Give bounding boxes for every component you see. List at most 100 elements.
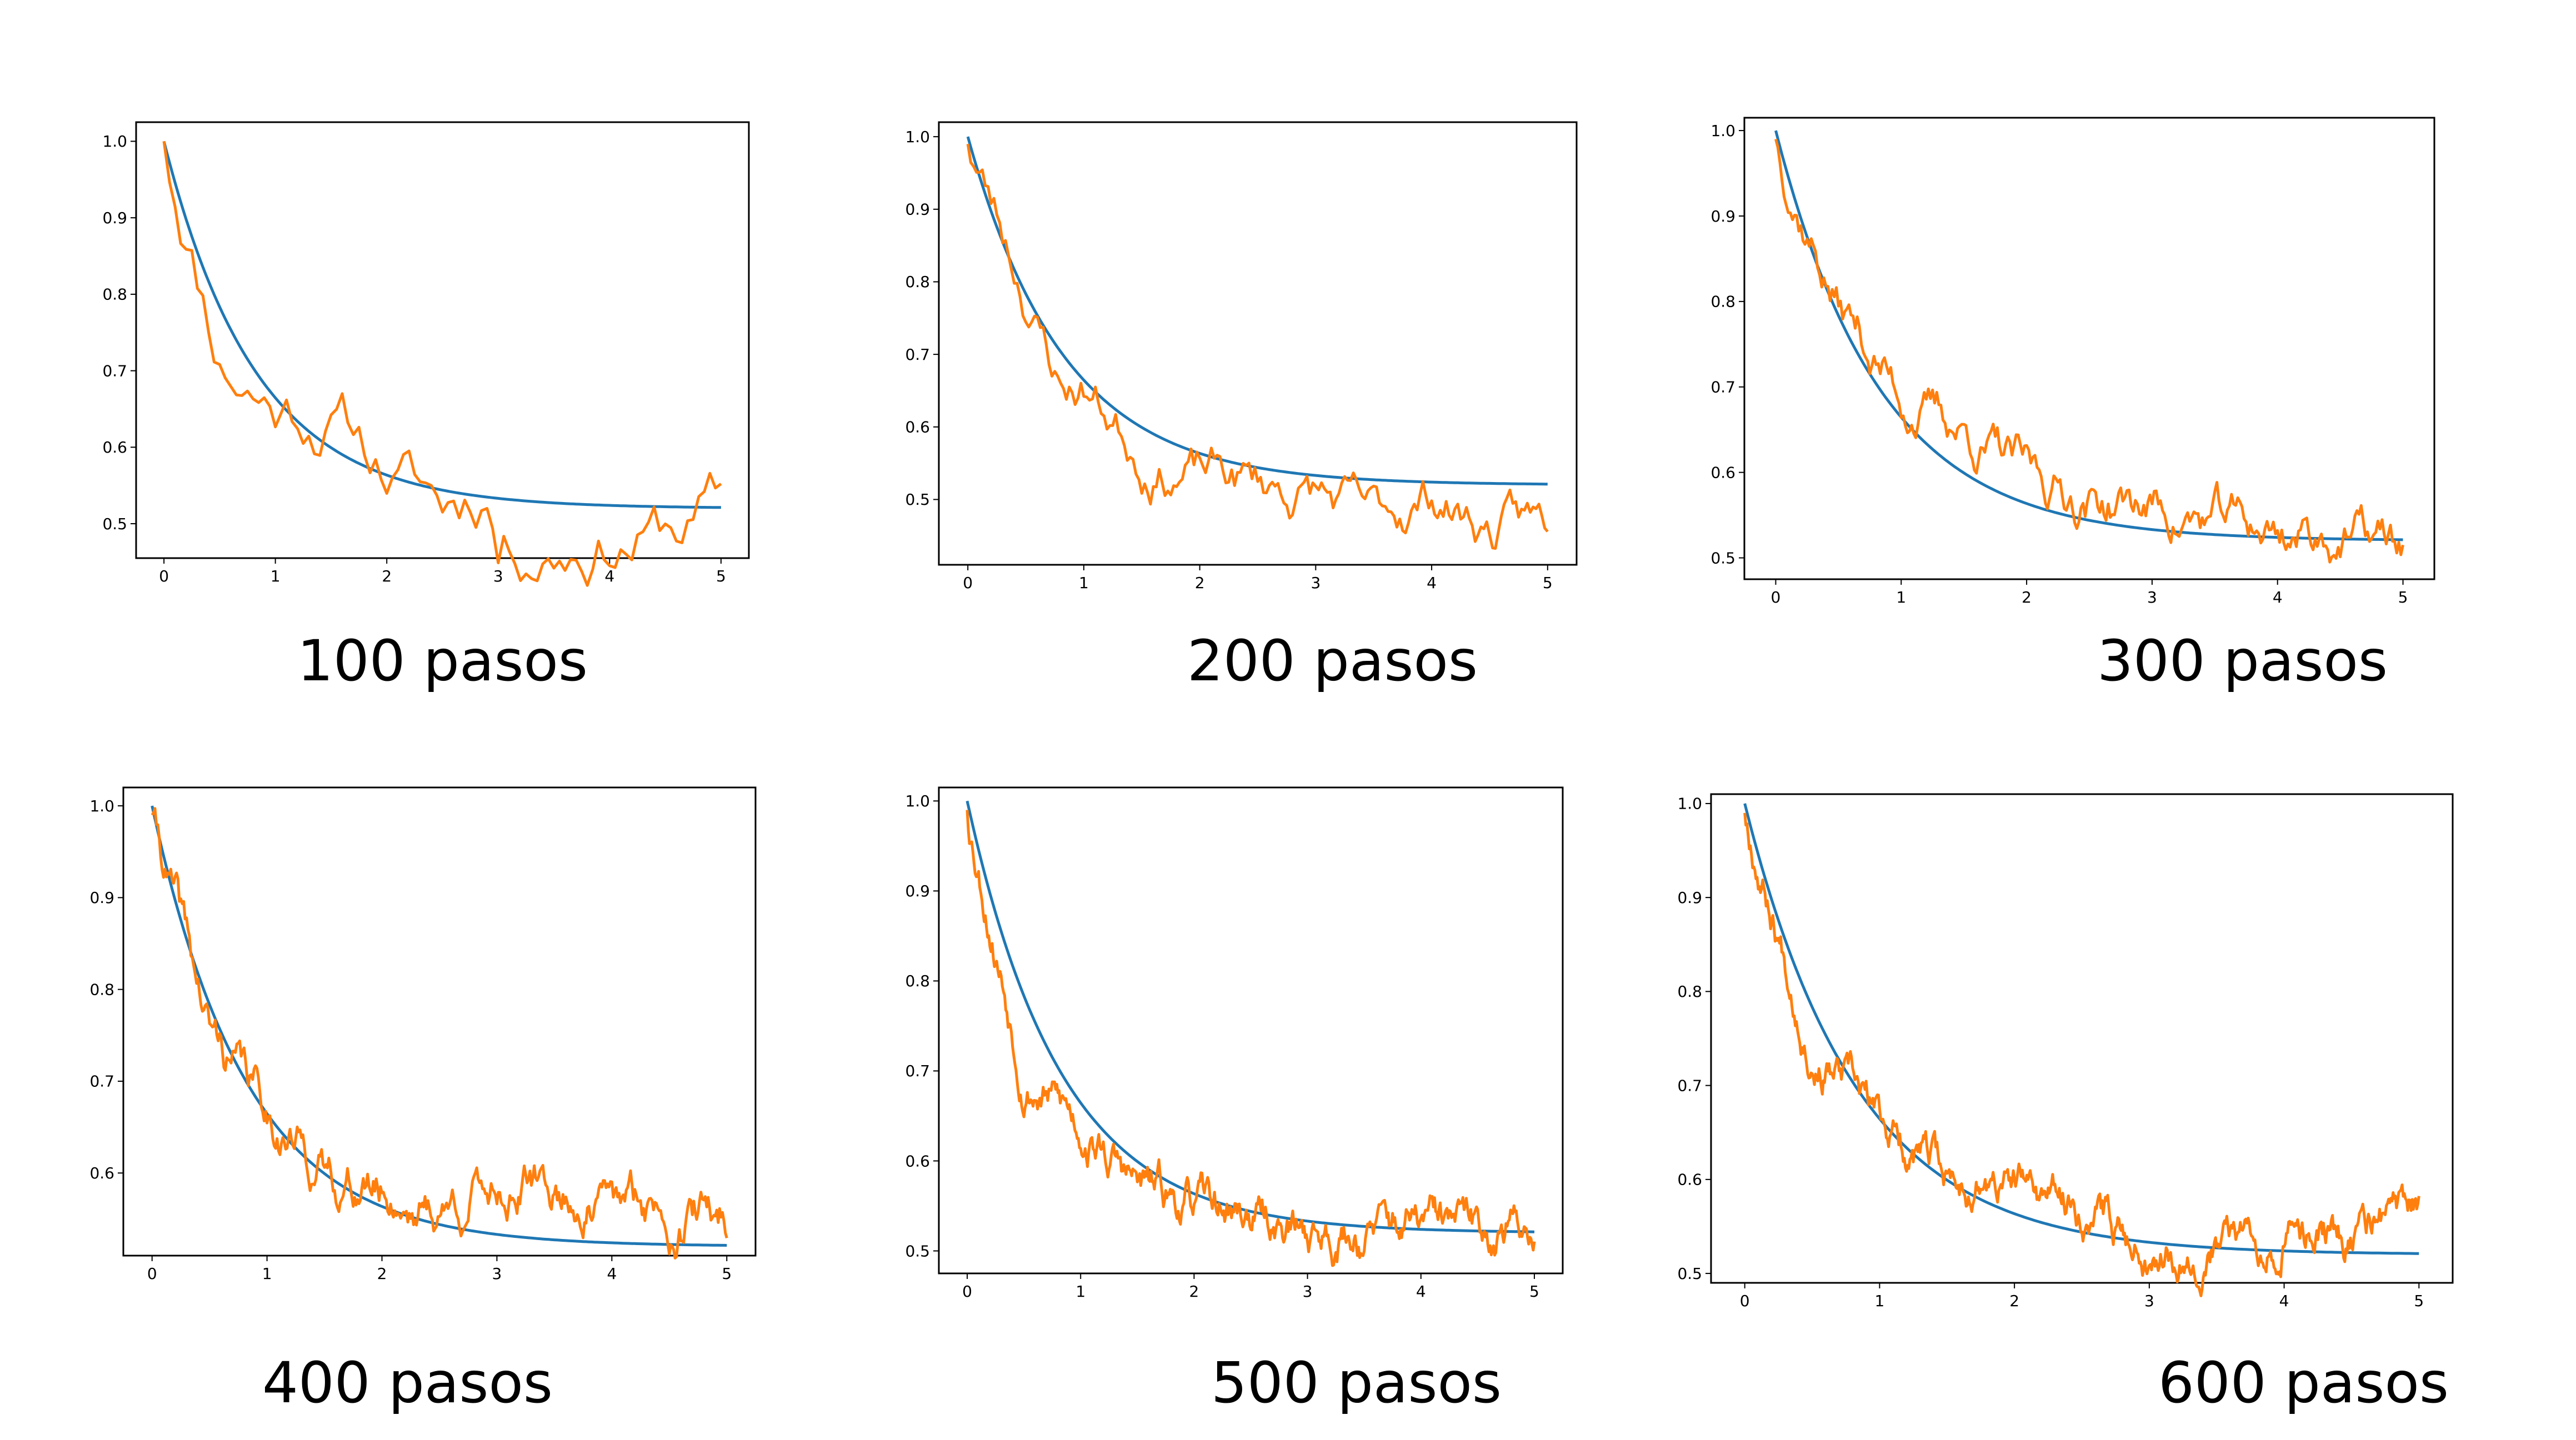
x-tick-label: 1 xyxy=(1874,1292,1884,1310)
model-curve xyxy=(162,141,721,509)
x-tick-label: 2 xyxy=(382,567,392,585)
y-tick-label: 0.9 xyxy=(89,889,114,907)
x-tick-label: 2 xyxy=(377,1265,387,1283)
y-tick-label: 0.8 xyxy=(905,972,930,990)
plot-frame xyxy=(122,786,757,1257)
y-tick-label: 0.5 xyxy=(905,1242,930,1260)
simulation-curve xyxy=(162,141,722,587)
simulation-curve xyxy=(966,810,1536,1267)
y-tick-label: 0.8 xyxy=(1677,982,1702,1001)
plot-frame xyxy=(135,121,750,559)
x-tick-label: 5 xyxy=(722,1265,732,1283)
y-tick-label: 0.9 xyxy=(1710,207,1735,225)
chart-plot: 0 1 2 3 4 5 0.5 0.6 0.7 0.8 0.9 1.0 xyxy=(905,786,1564,1301)
chart-caption: 300 pasos xyxy=(2097,628,2388,694)
chart-caption: 400 pasos xyxy=(262,1350,553,1416)
model-curve xyxy=(1743,803,2419,1255)
x-tick-label: 4 xyxy=(1416,1282,1426,1301)
simulation-curve xyxy=(966,143,1549,550)
y-tick-label: 0.8 xyxy=(905,273,930,291)
x-tick-label: 5 xyxy=(716,567,726,585)
x-tick-label: 4 xyxy=(1427,574,1437,592)
y-tick-label: 1.0 xyxy=(89,797,114,815)
x-tick-label: 2 xyxy=(1195,574,1205,592)
chart-plot: 0 1 2 3 4 5 0.5 0.6 0.7 0.8 0.9 1.0 xyxy=(1677,793,2454,1310)
y-tick-label: 0.8 xyxy=(89,980,114,999)
chart-plot: 0 1 2 3 4 5 0.5 0.6 0.7 0.8 0.9 1.0 xyxy=(102,121,750,587)
x-tick-label: 4 xyxy=(607,1265,617,1283)
y-tick-label: 0.7 xyxy=(1710,378,1735,397)
chart-caption: 600 pasos xyxy=(2158,1350,2449,1416)
model-curve xyxy=(966,136,1548,486)
x-tick-label: 2 xyxy=(2022,588,2032,606)
x-tick-label: 3 xyxy=(2144,1292,2154,1310)
y-tick-label: 1.0 xyxy=(102,132,127,150)
chart-plot: 0 1 2 3 4 5 0.6 0.7 0.8 0.9 1.0 xyxy=(89,786,757,1283)
y-tick-label: 0.5 xyxy=(1710,549,1735,567)
chart-caption: 200 pasos xyxy=(1187,628,1478,694)
model-curve xyxy=(1774,130,2403,541)
y-tick-label: 1.0 xyxy=(1677,795,1702,813)
x-tick-label: 5 xyxy=(2398,588,2408,606)
model-curve xyxy=(966,800,1535,1233)
x-tick-label: 3 xyxy=(493,567,503,585)
x-tick-label: 5 xyxy=(2414,1292,2424,1310)
y-tick-label: 1.0 xyxy=(905,792,930,810)
y-tick-label: 0.5 xyxy=(102,515,127,533)
plot-frame xyxy=(938,786,1564,1275)
y-tick-label: 0.7 xyxy=(905,345,930,364)
y-tick-label: 0.8 xyxy=(1710,293,1735,311)
plot-frame xyxy=(938,121,1578,566)
y-tick-label: 0.9 xyxy=(102,209,127,227)
plot-frame xyxy=(1710,793,2454,1284)
y-tick-label: 0.9 xyxy=(905,200,930,219)
x-tick-label: 3 xyxy=(1303,1282,1313,1301)
x-tick-label: 4 xyxy=(604,567,614,585)
plot-frame xyxy=(1743,117,2435,580)
y-tick-label: 0.7 xyxy=(1677,1076,1702,1095)
x-tick-label: 3 xyxy=(1310,574,1320,592)
x-tick-label: 5 xyxy=(1543,574,1553,592)
x-tick-label: 1 xyxy=(1896,588,1906,606)
x-tick-label: 4 xyxy=(2273,588,2283,606)
y-tick-label: 0.8 xyxy=(102,285,127,304)
simulation-curve xyxy=(151,807,728,1260)
y-tick-label: 0.9 xyxy=(1677,889,1702,907)
x-tick-label: 3 xyxy=(492,1265,502,1283)
x-tick-label: 4 xyxy=(2279,1292,2289,1310)
simulation-curve xyxy=(1774,138,2404,564)
x-tick-label: 2 xyxy=(1189,1282,1199,1301)
x-tick-label: 3 xyxy=(2147,588,2157,606)
y-tick-label: 0.5 xyxy=(905,490,930,509)
x-tick-label: 0 xyxy=(159,567,169,585)
y-tick-label: 0.7 xyxy=(89,1072,114,1091)
x-tick-label: 0 xyxy=(147,1265,157,1283)
chart-caption: 100 pasos xyxy=(297,628,588,694)
y-tick-label: 0.7 xyxy=(102,362,127,380)
simulation-curve xyxy=(1743,812,2420,1297)
chart-caption: 500 pasos xyxy=(1211,1350,1502,1416)
y-tick-label: 0.9 xyxy=(905,882,930,900)
x-tick-label: 0 xyxy=(962,1282,972,1301)
y-tick-label: 0.6 xyxy=(102,438,127,456)
y-tick-label: 0.6 xyxy=(1677,1171,1702,1189)
y-tick-label: 1.0 xyxy=(905,128,930,146)
y-tick-label: 0.6 xyxy=(89,1164,114,1182)
x-tick-label: 0 xyxy=(1740,1292,1750,1310)
x-tick-label: 1 xyxy=(271,567,281,585)
x-tick-label: 1 xyxy=(1076,1282,1086,1301)
y-tick-label: 0.6 xyxy=(1710,463,1735,481)
x-tick-label: 2 xyxy=(2009,1292,2019,1310)
y-tick-label: 0.6 xyxy=(905,418,930,436)
x-tick-label: 0 xyxy=(963,574,973,592)
x-tick-label: 1 xyxy=(262,1265,272,1283)
x-tick-label: 5 xyxy=(1529,1282,1539,1301)
model-curve xyxy=(151,805,727,1247)
x-tick-label: 0 xyxy=(1771,588,1781,606)
y-tick-label: 0.6 xyxy=(905,1152,930,1170)
x-tick-label: 1 xyxy=(1079,574,1089,592)
chart-plot: 0 1 2 3 4 5 0.5 0.6 0.7 0.8 0.9 1.0 xyxy=(1710,117,2435,606)
y-tick-label: 0.5 xyxy=(1677,1265,1702,1283)
y-tick-label: 0.7 xyxy=(905,1062,930,1080)
y-tick-label: 1.0 xyxy=(1710,122,1735,140)
